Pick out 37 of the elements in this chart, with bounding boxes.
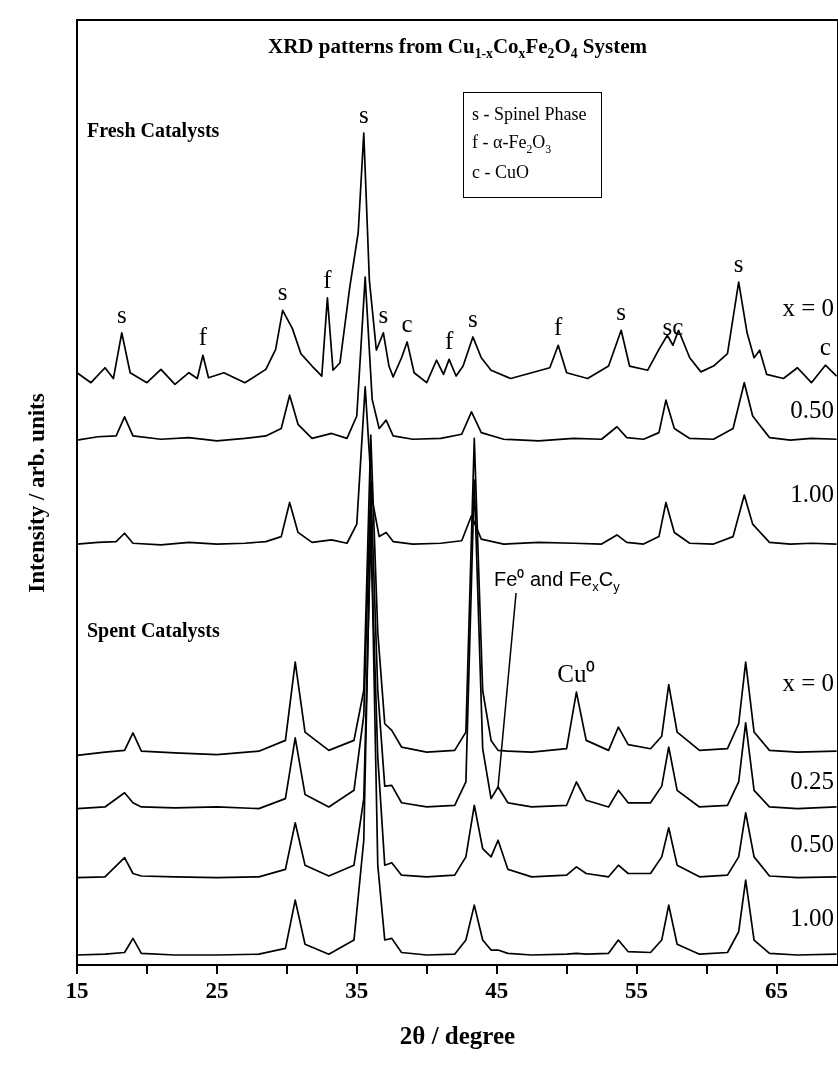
x-tick-label: 65: [764, 978, 788, 1003]
series-label: 1.00: [790, 903, 834, 931]
annotation: sc: [662, 313, 684, 341]
x-tick-label: 45: [485, 978, 509, 1003]
annotation: c: [401, 309, 413, 337]
series-label: 0.50: [790, 829, 834, 857]
series-label: 0.25: [790, 767, 834, 795]
annotation: Fe⁰ and Fe$_{x}$C$_{y}$: [494, 567, 620, 594]
annotation: s: [358, 101, 369, 129]
annotation: c - CuO: [472, 160, 530, 184]
key-box: s - Spinel Phase f - α-Fe$_{2}$O$_{3}$ c - CuO: [463, 92, 602, 198]
x-tick-label: 35: [345, 978, 369, 1003]
series-label: 1.00: [790, 479, 834, 507]
x-tick-label: 15: [65, 978, 89, 1003]
annotation: s: [116, 300, 127, 328]
annotation: s: [733, 250, 744, 278]
series-label: x = 0: [782, 294, 834, 322]
annotation: Spent Catalysts: [87, 619, 220, 641]
annotation: c: [819, 333, 831, 361]
annotation: Cu⁰: [557, 660, 596, 688]
y-axis-title: Intensity / arb. units: [23, 392, 49, 593]
annotation: f: [323, 265, 332, 293]
annotation: f: [554, 313, 563, 341]
annotation: s: [616, 298, 627, 326]
annotation: s: [277, 278, 288, 306]
annotation: Fresh Catalysts: [87, 119, 220, 141]
series-label: 0.50: [790, 395, 834, 423]
x-tick-label: 25: [205, 978, 229, 1003]
annotation: f - α-Fe$_{2}$O$_{3}$: [472, 130, 553, 158]
x-tick-label: 55: [625, 978, 649, 1003]
annotation: s: [378, 300, 389, 328]
series-label: x = 0: [782, 669, 834, 697]
chart-title: XRD patterns from Cu$_{1-x}$Co$_{x}$Fe$_{2}$O$_{4}$ System: [268, 34, 647, 62]
x-axis-title: 2θ / degree: [399, 1022, 516, 1049]
annotation: f: [444, 327, 454, 355]
annotation: f: [198, 323, 208, 351]
annotation: s: [468, 304, 478, 332]
